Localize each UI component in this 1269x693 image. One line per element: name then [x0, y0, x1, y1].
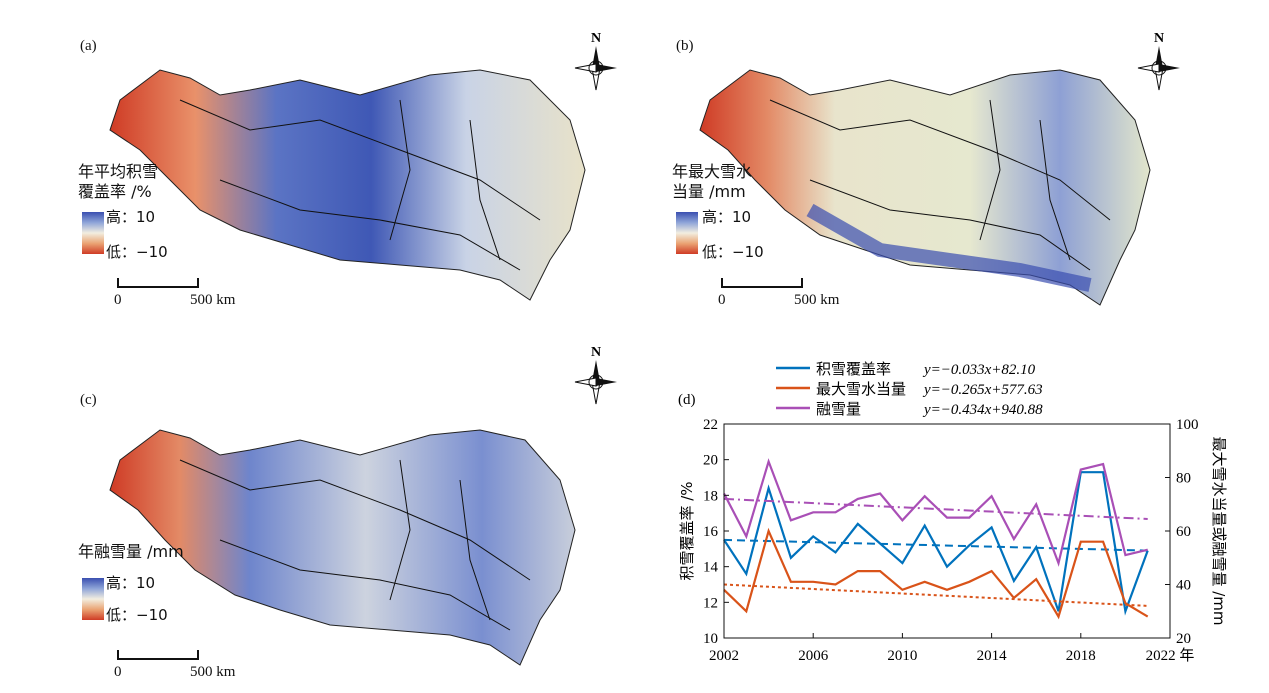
panel-a-legend-title-line1: 年平均积雪 — [78, 162, 159, 181]
legend-name-2: 最大雪水当量 — [816, 380, 906, 398]
panel-c-legend-high: 高：10 — [106, 574, 156, 592]
panel-c-scale-start: 0 — [114, 664, 122, 680]
panel-c-legend-title-line1: 年融雪量 /mm — [78, 542, 184, 561]
x-tick-label: 2018 — [1066, 648, 1096, 664]
y-left-tick-label: 10 — [703, 631, 718, 647]
panel-b-label: (b) — [676, 38, 694, 54]
y-axis-left-label: 积雪覆盖率 /% — [678, 481, 696, 580]
panel-b-legend-low: 低：−10 — [702, 243, 764, 261]
legend-equation-3: y=−0.434x+940.88 — [922, 402, 1043, 418]
y-left-tick-label: 12 — [703, 595, 718, 611]
panel-c-label: (c) — [80, 392, 97, 408]
y-axis-right-label: 最大雪水当量或融雪量 /mm — [1210, 436, 1228, 625]
panel-b-north-arrow-icon: N — [1137, 31, 1180, 91]
panel-a-scale-start: 0 — [114, 292, 122, 308]
y-right-tick-label: 20 — [1176, 631, 1191, 647]
y-right-tick-label: 100 — [1176, 417, 1199, 433]
svg-text:N: N — [591, 31, 601, 46]
chart-d: (d) 积雪覆盖率 y=−0.033x+82.10 最大雪水当量 y=−0.265x+… — [678, 360, 1228, 664]
y-right-tick-label: 40 — [1176, 578, 1191, 594]
legend-equation-1: y=−0.033x+82.10 — [922, 362, 1036, 378]
map-a — [109, 69, 586, 301]
panel-b-legend-ramp — [676, 212, 698, 254]
y-right-tick-label: 80 — [1176, 471, 1191, 487]
panel-b-legend-title-line1: 年最大雪水 — [672, 162, 753, 181]
panel-a-legend-high: 高：10 — [106, 208, 156, 226]
panel-b-scale-start: 0 — [718, 292, 726, 308]
plot-frame — [723, 423, 1171, 639]
panel-b-legend-title-line2: 当量 /mm — [672, 182, 746, 201]
panel-a-legend-low: 低：−10 — [106, 243, 168, 261]
svg-text:N: N — [591, 345, 601, 360]
y-right-tick-label: 60 — [1176, 524, 1191, 540]
x-tick-label: 2002 — [709, 648, 739, 664]
y-left-tick-label: 16 — [703, 524, 719, 540]
panel-a-north-arrow-icon: N — [574, 31, 617, 91]
panel-a-scale-bar — [117, 278, 199, 288]
panel-c-legend-ramp — [82, 578, 104, 620]
x-tick-label: 2006 — [798, 648, 829, 664]
panel-a-legend-title-line2: 覆盖率 /% — [78, 182, 152, 201]
panel-c-legend-title: 年融雪量 /mm — [78, 542, 184, 562]
panel-b-legend-title: 年最大雪水 当量 /mm — [672, 162, 752, 202]
legend-name-3: 融雪量 — [816, 400, 861, 418]
panel-a-legend-title: 年平均积雪 覆盖率 /% — [78, 162, 158, 202]
trend-line-1 — [723, 538, 1148, 552]
panel-b-legend-high: 高：10 — [702, 208, 752, 226]
panel-a-scale-end: 500 km — [190, 292, 236, 308]
panel-d-label: (d) — [678, 392, 696, 408]
y-left-tick-label: 20 — [703, 453, 718, 469]
y-left-tick-label: 22 — [703, 417, 718, 433]
legend-equation-2: y=−0.265x+577.63 — [922, 382, 1043, 398]
x-tick-label: 2010 — [887, 648, 917, 664]
map-c — [109, 429, 576, 666]
x-tick-label: 2022 年 — [1146, 647, 1195, 664]
panel-a-label: (a) — [80, 38, 97, 54]
y-left-tick-label: 14 — [703, 560, 719, 576]
legend-name-1: 积雪覆盖率 — [816, 360, 891, 378]
x-tick-label: 2014 — [977, 648, 1008, 664]
panel-b-scale-bar — [721, 278, 803, 288]
panel-b-scale-end: 500 km — [794, 292, 840, 308]
panel-a-legend-ramp — [82, 212, 104, 254]
map-b — [699, 69, 1151, 306]
svg-text:N: N — [1154, 31, 1164, 46]
panel-c-scale-bar — [117, 650, 199, 660]
series-line-2 — [723, 527, 1149, 620]
trend-line-2 — [723, 583, 1148, 607]
panel-c-legend-low: 低：−10 — [106, 606, 168, 624]
series-line-3 — [723, 458, 1148, 567]
panel-c-scale-end: 500 km — [190, 664, 236, 680]
chart-legend: 积雪覆盖率 y=−0.033x+82.10 最大雪水当量 y=−0.265x+577.… — [776, 360, 1043, 418]
panel-c-north-arrow-icon: N — [574, 345, 617, 405]
y-left-tick-label: 18 — [703, 488, 718, 504]
